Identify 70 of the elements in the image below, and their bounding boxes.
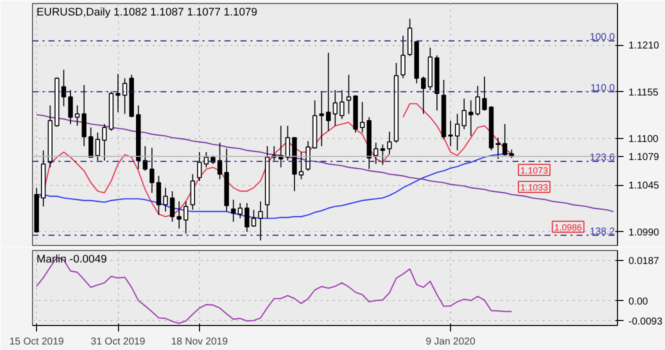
y-tick-label: 1.1045 (628, 180, 660, 192)
candlestick (306, 140, 310, 172)
candlestick (150, 147, 154, 194)
candlestick (374, 142, 378, 164)
annotation: 138.2 (590, 226, 616, 238)
candlestick (88, 126, 94, 158)
candlestick (346, 74, 352, 114)
annotation: 110.0 (590, 82, 616, 94)
y-tick-label: -0.0093 (628, 316, 663, 328)
x-tick-label: 15 Oct 2019 (9, 336, 64, 348)
candlestick (102, 124, 107, 162)
annotation: 1.0986 (554, 222, 582, 232)
candlestick (176, 200, 182, 230)
candlestick (61, 69, 66, 107)
candlestick (197, 152, 202, 182)
candlestick (482, 76, 487, 111)
candlestick (170, 190, 175, 222)
chart-title: EURUSD,Daily 1.1082 1.1087 1.1077 1.1079 (36, 6, 258, 18)
candlestick (319, 91, 324, 147)
candlestick (244, 202, 250, 232)
candlestick (496, 137, 500, 160)
candlestick (231, 199, 236, 222)
candlestick (184, 200, 188, 234)
candlestick (448, 120, 453, 147)
candlestick (340, 90, 344, 120)
candlestick (454, 113, 460, 151)
candlestick (116, 73, 120, 113)
annotation: 100.0 (590, 32, 616, 43)
x-tick-label: 31 Oct 2019 (90, 336, 146, 348)
candlestick (142, 146, 148, 172)
line-series (36, 256, 512, 324)
y-tick-label: 0.0187 (628, 256, 660, 268)
candlestick (468, 100, 474, 136)
candlestick (258, 200, 263, 241)
x-tick-label: 18 Nov 2019 (171, 336, 228, 348)
candlestick (68, 90, 73, 125)
candlestick (251, 209, 256, 228)
candlestick (380, 144, 386, 166)
candlestick (326, 52, 331, 132)
annotation: 1.1033 (520, 182, 548, 192)
candlestick (95, 132, 100, 162)
candlestick (163, 187, 168, 212)
candlestick (238, 202, 243, 219)
candlestick (156, 175, 162, 216)
candlestick (421, 76, 426, 114)
annotation: 123.6 (590, 152, 616, 164)
y-tick-label: 1.1155 (628, 87, 659, 98)
candlestick (400, 35, 406, 79)
candlestick (502, 124, 508, 156)
candlestick (74, 104, 80, 126)
y-tick-label: 1.1210 (628, 40, 660, 52)
candlestick (332, 90, 338, 126)
y-tick-label: 1.0990 (628, 227, 660, 238)
candlestick (217, 142, 222, 180)
candlestick (122, 78, 128, 114)
candlestick (204, 152, 209, 168)
y-tick-label: 0.00 (628, 296, 648, 308)
candlestick (285, 125, 290, 162)
candlestick (462, 98, 466, 130)
candlestick (387, 131, 392, 154)
candlestick (82, 84, 86, 147)
annotation: 1.1073 (520, 165, 548, 176)
candlestick (298, 152, 304, 180)
line-series (36, 114, 614, 212)
y-tick-label: 1.1100 (628, 134, 659, 146)
ref-line-label: 1.1079 (628, 152, 660, 163)
candlestick (360, 102, 365, 134)
candlestick (475, 85, 480, 116)
candlestick (190, 174, 196, 210)
x-tick-label: 9 Jan 2020 (426, 336, 476, 348)
